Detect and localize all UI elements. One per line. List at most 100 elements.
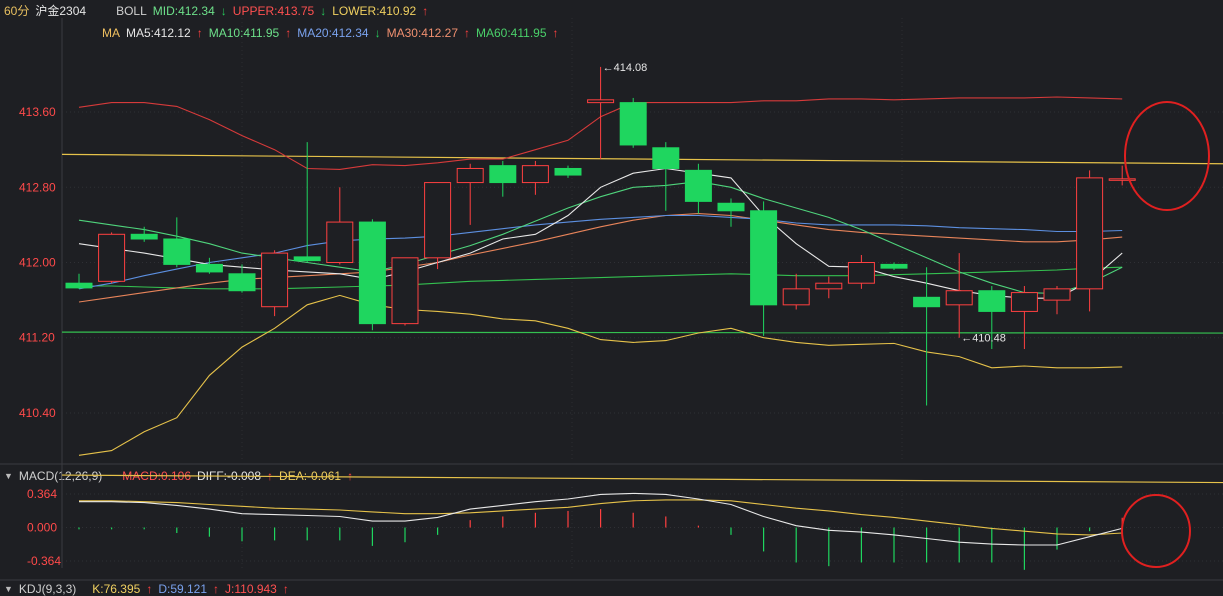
candle [521, 160, 549, 195]
candle-body [587, 99, 615, 104]
candle-body [750, 210, 778, 306]
candle [1108, 165, 1136, 186]
macd-y-tick-label: -0.364 [27, 554, 61, 568]
candle [195, 257, 223, 274]
candle [424, 182, 452, 270]
y-tick-label: 413.60 [19, 105, 56, 119]
candle-body [293, 256, 321, 262]
y-tick-label: 410.40 [19, 406, 56, 420]
candle [587, 66, 615, 160]
candle-body [489, 165, 517, 184]
candle [652, 142, 680, 211]
arrow-down-icon: ↓ [220, 3, 227, 18]
candle-body [228, 273, 256, 292]
candle [1010, 286, 1038, 350]
candle-body [456, 167, 484, 184]
candle-body [652, 147, 680, 169]
candle-body [195, 263, 223, 273]
candle-body [261, 252, 289, 308]
candle [489, 160, 517, 197]
candle-body [913, 296, 941, 308]
d-value: D:59.121 [158, 582, 208, 596]
trend-line-upper [61, 153, 1223, 165]
kdj-name[interactable]: KDJ(9,3,3) [18, 582, 77, 596]
candle-body [130, 233, 158, 240]
candle [782, 273, 810, 310]
candle [65, 273, 93, 289]
candle [228, 264, 256, 293]
candle-body [391, 257, 419, 325]
candle [717, 198, 745, 227]
trend-line-lower [61, 474, 1223, 484]
candle [130, 226, 158, 242]
ma-name[interactable]: MA [102, 26, 120, 40]
candle [1043, 286, 1071, 315]
candle [815, 276, 843, 299]
candle-body [782, 288, 810, 306]
arrow-up-icon: ↑ [347, 469, 354, 483]
candle-body [815, 282, 843, 290]
collapse-arrow-icon[interactable]: ▼ [4, 584, 13, 594]
support-line [61, 331, 1223, 334]
price-annotation: ←414.08 [603, 62, 648, 74]
candle-body [717, 202, 745, 212]
candle [750, 201, 778, 336]
y-tick-label: 411.20 [19, 331, 55, 345]
indicator-header-kdj: ▼ KDJ(9,3,3) K:76.395 ↑ D:59.121 ↑ J:110… [4, 582, 289, 596]
symbol-label[interactable]: 沪金2304 [35, 4, 87, 18]
candle [391, 257, 419, 326]
candle-body [554, 167, 582, 176]
arrow-up-icon: ↑ [282, 582, 289, 596]
candle [456, 163, 484, 225]
ma10-value: MA10:411.95 [208, 26, 280, 40]
candle [1076, 170, 1104, 312]
collapse-arrow-icon[interactable]: ▼ [4, 471, 13, 481]
arrow-down-icon: ↓ [374, 26, 381, 40]
arrow-up-icon: ↑ [196, 26, 203, 40]
candle [978, 286, 1006, 350]
candle-body [1076, 177, 1104, 290]
highlight-circle [1121, 494, 1191, 568]
boll-mid-value: MID:412.34 [152, 3, 215, 18]
candle-body [65, 282, 93, 289]
candle [358, 219, 386, 331]
candle [98, 232, 126, 284]
candle-body [1043, 288, 1071, 301]
boll-lower-value: LOWER:410.92 [332, 3, 417, 18]
candle-body [880, 263, 908, 269]
candle-body [326, 221, 354, 264]
candle-body [847, 262, 875, 284]
period-label[interactable]: 60分 [4, 4, 30, 18]
macd-y-tick-label: 0.000 [27, 521, 57, 535]
candle [945, 253, 973, 338]
candle-body [619, 102, 647, 146]
candle [554, 165, 582, 178]
diff-line [79, 492, 1123, 546]
macd-y-tick-label: 0.364 [27, 487, 57, 501]
arrow-up-icon: ↑ [285, 26, 292, 40]
boll-name[interactable]: BOLL [116, 3, 147, 18]
dea-line [79, 499, 1123, 536]
macd-name[interactable]: MACD(12,26,9) [18, 469, 103, 483]
candle [880, 262, 908, 271]
candle-body [424, 182, 452, 259]
arrow-up-icon: ↑ [146, 582, 153, 596]
boll-upper-value: UPPER:413.75 [232, 3, 315, 18]
candle-body [1108, 178, 1136, 181]
candle [293, 142, 321, 263]
candle [847, 254, 875, 289]
ma30-value: MA30:412.27 [386, 26, 458, 40]
candle-body [358, 221, 386, 325]
candle [326, 187, 354, 265]
candle-body [98, 233, 126, 282]
k-value: K:76.395 [92, 582, 141, 596]
candle-body [1010, 292, 1038, 312]
arrow-up-icon: ↑ [464, 26, 470, 40]
price-annotation: ←410.48 [961, 333, 1006, 345]
candle [684, 163, 712, 214]
candle-body [163, 238, 191, 265]
candle-body [945, 290, 973, 306]
j-value: J:110.943 [225, 582, 277, 596]
indicator-header-ma: MA MA5:412.12 ↑ MA10:411.95 ↑ MA20:412.3… [102, 26, 559, 40]
